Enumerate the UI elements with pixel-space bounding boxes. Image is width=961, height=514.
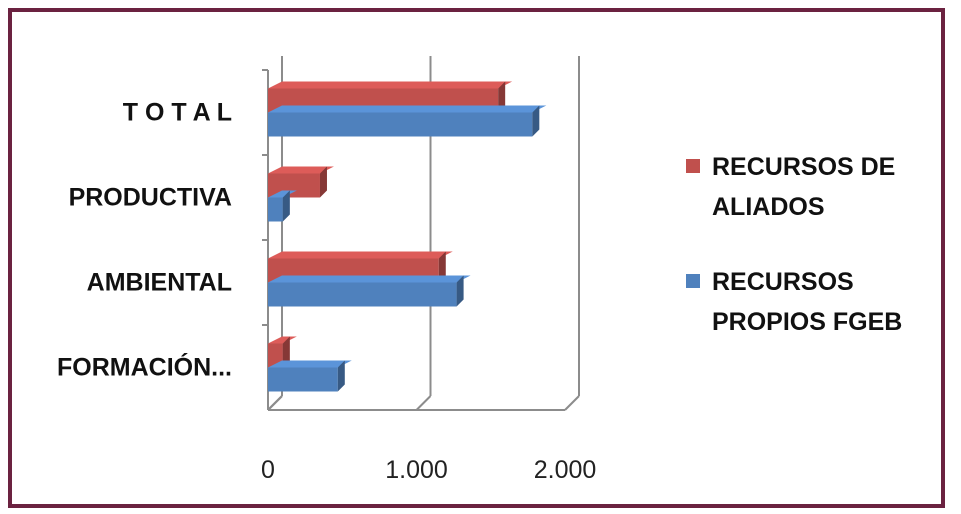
bar bbox=[268, 282, 457, 307]
bar-side-face bbox=[438, 251, 446, 283]
category-label: PRODUCTIVA bbox=[69, 184, 232, 212]
bar-top-face bbox=[268, 81, 513, 89]
bar-top-face bbox=[268, 336, 297, 344]
x-tick-label: 2.000 bbox=[534, 456, 597, 484]
floor-tick-line bbox=[564, 395, 580, 411]
legend-label-line: RECURSOS DE bbox=[712, 153, 895, 181]
bar-side-face bbox=[337, 360, 345, 392]
floor-tick-line bbox=[267, 395, 283, 411]
category-label: FORMACIÓN... bbox=[57, 352, 232, 382]
legend-label: RECURSOS DE ALIADOS bbox=[712, 153, 895, 221]
bar-top-face bbox=[268, 251, 453, 259]
bar-side-face bbox=[498, 81, 506, 113]
bar bbox=[268, 367, 338, 392]
x-tick-label: 1.000 bbox=[385, 456, 448, 484]
category-label: AMBIENTAL bbox=[87, 269, 232, 297]
legend-label-line: PROPIOS FGEB bbox=[712, 308, 902, 336]
category-label: T O T A L bbox=[123, 99, 232, 127]
legend-label-line: RECURSOS bbox=[712, 268, 854, 296]
bar bbox=[268, 112, 533, 137]
bar-side-face bbox=[532, 105, 540, 137]
bar-side-face bbox=[456, 275, 464, 307]
bar bbox=[268, 343, 283, 368]
bar-layer bbox=[268, 81, 547, 392]
floor-tick-line bbox=[415, 395, 432, 411]
bar-side-face bbox=[282, 336, 290, 368]
bar-side-face bbox=[319, 166, 327, 198]
bar-top-face bbox=[268, 360, 352, 368]
bar-top-face bbox=[268, 275, 471, 283]
bar-top-face bbox=[268, 105, 547, 113]
bar bbox=[268, 197, 283, 222]
bar-side-face bbox=[282, 190, 290, 222]
legend-label: RECURSOS PROPIOS FGEB bbox=[712, 268, 902, 336]
legend-swatch bbox=[686, 159, 700, 173]
label-layer: T O T A L PRODUCTIVA AMBIENTAL FORMACIÓN...… bbox=[57, 99, 596, 485]
legend-label-line: ALIADOS bbox=[712, 193, 825, 221]
legend-swatch bbox=[686, 274, 700, 288]
bar-top-face bbox=[268, 166, 334, 174]
legend: RECURSOS DE ALIADOS RECURSOS PROPIOS FGEB bbox=[686, 153, 902, 336]
x-tick-label: 0 bbox=[261, 456, 275, 484]
